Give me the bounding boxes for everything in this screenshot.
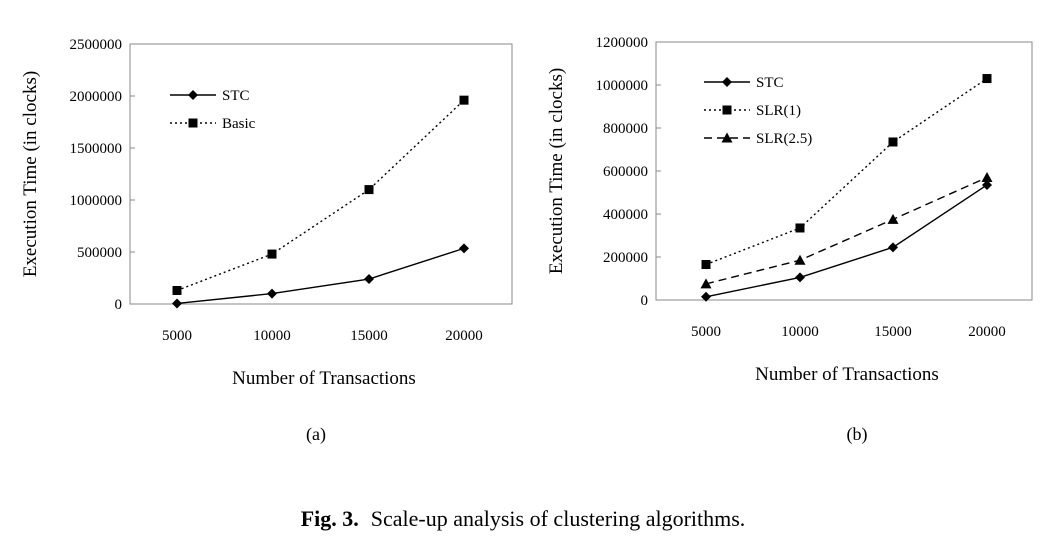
data-point-marker: [982, 74, 992, 84]
y-axis-label-a: Execution Time (in clocks): [20, 71, 41, 277]
legend-marker: [722, 105, 732, 115]
series-line-slr-2-5-: [705, 176, 988, 285]
figure-caption: Fig. 3. Scale-up analysis of clustering …: [301, 506, 746, 531]
legend-label: SLR(2.5): [756, 131, 812, 147]
series-line-stc: [705, 184, 988, 298]
data-point-marker: [888, 137, 898, 147]
y-tick-label: 2000000: [70, 89, 123, 105]
series-a: [172, 95, 469, 309]
legend-marker: [188, 118, 198, 128]
data-point-marker: [364, 274, 374, 285]
x-axis-label-a: Number of Transactions: [232, 368, 416, 389]
y-ticks-a: 0 500000 1000000 1500000 2000000 2500000: [70, 37, 135, 313]
series-line-basic: [176, 99, 465, 292]
series-line-stc: [176, 247, 465, 305]
data-point-marker: [364, 185, 374, 195]
y-tick-label: 1000000: [70, 193, 123, 209]
y-tick-label: 400000: [603, 207, 648, 223]
data-point-marker: [887, 213, 899, 224]
data-point-marker: [172, 298, 182, 309]
plot-area-a: [129, 43, 513, 305]
data-point-marker: [795, 223, 805, 233]
y-ticks-b: 0 200000 400000 600000 800000 1000000 1200000: [596, 35, 661, 309]
data-point-marker: [459, 243, 469, 254]
y-tick-label: 0: [641, 293, 649, 309]
y-tick-label: 1500000: [70, 141, 123, 157]
panel-label-a: (a): [306, 424, 326, 445]
y-tick-label: 2500000: [70, 37, 123, 53]
series-line-slr-1-: [705, 77, 988, 266]
y-tick-label: 1000000: [596, 78, 649, 94]
x-ticks-b: 5000 10000 15000 20000: [691, 324, 1006, 340]
chart-b: Execution Time (in clocks) Number of Tra…: [546, 35, 1033, 445]
data-point-marker: [267, 288, 277, 299]
panel-label-b: (b): [847, 424, 868, 445]
data-point-marker: [701, 291, 711, 302]
x-axis-label-b: Number of Transactions: [755, 364, 939, 385]
x-tick-label: 20000: [445, 328, 483, 344]
figure-caption-label: Fig. 3.: [301, 506, 359, 531]
data-point-marker: [172, 285, 182, 295]
plot-area-b: [655, 41, 1033, 301]
legend-label: Basic: [222, 116, 256, 132]
x-tick-label: 15000: [874, 324, 912, 340]
data-point-marker: [888, 242, 898, 253]
legend-b: STC SLR(1) SLR(2.5): [704, 75, 812, 147]
x-tick-label: 20000: [968, 324, 1006, 340]
data-point-marker: [459, 95, 469, 105]
data-point-marker: [700, 278, 712, 289]
x-tick-label: 5000: [691, 324, 721, 340]
data-point-marker: [794, 254, 806, 265]
legend-marker: [721, 132, 733, 143]
legend-label: STC: [222, 88, 250, 104]
series-b: [700, 74, 993, 302]
y-tick-label: 800000: [603, 121, 648, 137]
x-tick-label: 10000: [253, 328, 291, 344]
y-tick-label: 500000: [77, 245, 122, 261]
x-tick-label: 5000: [162, 328, 192, 344]
x-ticks-a: 5000 10000 15000 20000: [162, 328, 483, 344]
y-axis-label-b: Execution Time (in clocks): [546, 68, 567, 274]
data-point-marker: [267, 249, 277, 259]
x-tick-label: 15000: [350, 328, 388, 344]
legend-label: STC: [756, 75, 784, 91]
data-point-marker: [981, 171, 993, 182]
y-tick-label: 0: [115, 297, 123, 313]
data-point-marker: [795, 272, 805, 283]
legend-label: SLR(1): [756, 103, 801, 119]
legend-marker: [722, 77, 732, 87]
y-tick-label: 200000: [603, 250, 648, 266]
chart-a: Execution Time (in clocks) Number of Tra…: [20, 37, 513, 445]
y-tick-label: 1200000: [596, 35, 649, 51]
legend-a: STC Basic: [170, 88, 256, 132]
legend-marker: [188, 90, 198, 100]
figure-caption-text: Scale-up analysis of clustering algorith…: [371, 506, 746, 531]
y-tick-label: 600000: [603, 164, 648, 180]
data-point-marker: [982, 179, 992, 190]
data-point-marker: [701, 260, 711, 270]
x-tick-label: 10000: [781, 324, 819, 340]
